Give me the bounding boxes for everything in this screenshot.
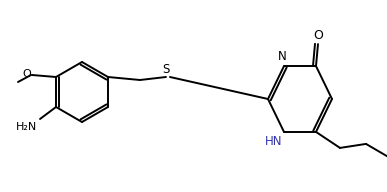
Text: S: S xyxy=(162,63,170,76)
Text: O: O xyxy=(22,69,31,79)
Text: O: O xyxy=(313,29,323,42)
Text: H₂N: H₂N xyxy=(16,122,37,132)
Text: N: N xyxy=(277,50,286,63)
Text: HN: HN xyxy=(264,135,282,148)
